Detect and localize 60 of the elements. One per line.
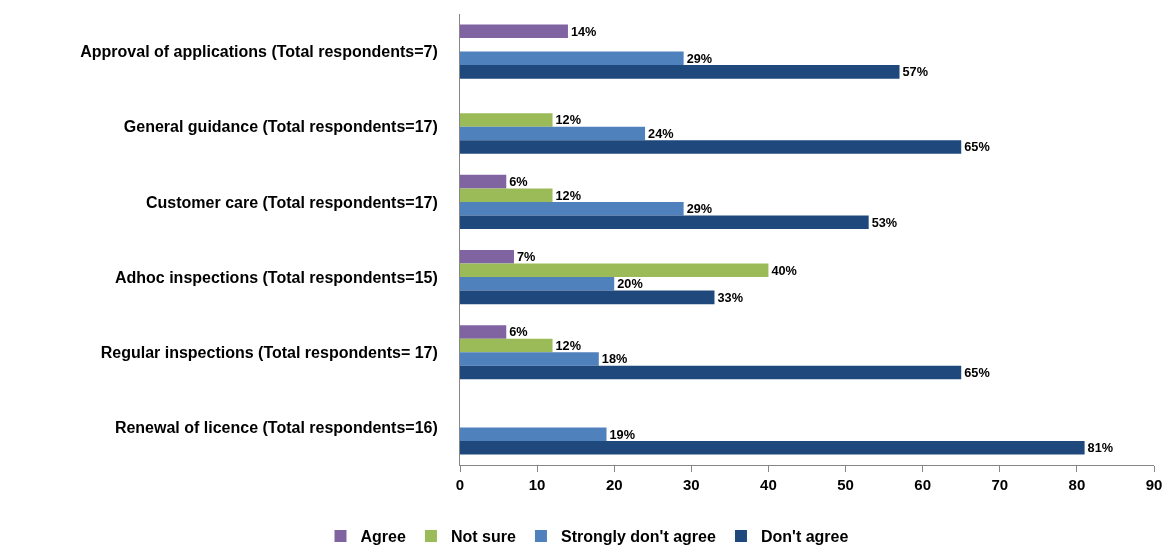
data-label: 20% bbox=[617, 276, 643, 292]
data-label: 29% bbox=[686, 50, 713, 66]
y-tick-label: Customer care (Total respondents=17) bbox=[146, 193, 438, 211]
legend-label: Not sure bbox=[450, 528, 516, 546]
bar bbox=[460, 427, 607, 441]
y-tick-label: Approval of applications (Total respondents=7) bbox=[80, 43, 438, 61]
bar bbox=[460, 365, 962, 380]
data-label: 29% bbox=[686, 201, 713, 217]
bar bbox=[460, 215, 869, 229]
data-label: 33% bbox=[717, 289, 743, 305]
bar bbox=[460, 250, 514, 264]
bar bbox=[460, 65, 900, 79]
data-label: 18% bbox=[601, 351, 628, 367]
data-label: 12% bbox=[555, 337, 582, 353]
legend-label: Agree bbox=[360, 528, 406, 546]
x-tick-label: 10 bbox=[528, 476, 546, 493]
bar bbox=[460, 140, 962, 154]
y-tick-label: General guidance (Total respondents=17) bbox=[123, 118, 438, 136]
data-label: 6% bbox=[509, 324, 528, 340]
x-tick-label: 0 bbox=[455, 476, 465, 493]
data-label: 7% bbox=[516, 249, 536, 265]
data-label: 6% bbox=[509, 174, 528, 189]
x-tick-label: 30 bbox=[682, 476, 700, 493]
y-tick-label: Regular inspections (Total respondents= 17) bbox=[100, 343, 438, 361]
legend-label: Don't agree bbox=[760, 528, 849, 546]
bar bbox=[460, 277, 615, 291]
legend-label: Strongly don't agree bbox=[560, 528, 716, 546]
data-label: 81% bbox=[1087, 440, 1114, 456]
x-tick-label: 80 bbox=[1068, 476, 1086, 493]
data-label: 40% bbox=[771, 262, 797, 278]
data-label: 53% bbox=[871, 214, 898, 230]
data-label: 65% bbox=[964, 364, 990, 380]
data-label: 14% bbox=[570, 23, 597, 39]
bar bbox=[460, 290, 715, 305]
data-label: 19% bbox=[609, 426, 635, 442]
bar bbox=[460, 113, 553, 127]
bar bbox=[460, 24, 568, 39]
x-tick-label: 60 bbox=[914, 476, 932, 493]
bar bbox=[460, 263, 769, 278]
y-tick-label: Renewal of licence (Total respondents=16) bbox=[114, 419, 438, 437]
bar bbox=[460, 352, 599, 366]
y-tick-label: Adhoc inspections (Total respondents=15) bbox=[114, 268, 438, 286]
bar bbox=[460, 440, 1085, 455]
data-label: 24% bbox=[648, 125, 674, 141]
bar bbox=[460, 338, 553, 353]
bar bbox=[460, 188, 553, 202]
bar bbox=[460, 174, 507, 189]
x-tick-label: 70 bbox=[991, 476, 1009, 493]
bar bbox=[460, 201, 684, 216]
data-label: 65% bbox=[964, 139, 990, 155]
bar bbox=[460, 51, 684, 66]
x-tick-label: 20 bbox=[605, 476, 623, 493]
bar bbox=[460, 126, 646, 141]
data-label: 57% bbox=[902, 64, 929, 80]
x-tick-label: 40 bbox=[760, 476, 777, 493]
data-label: 12% bbox=[555, 187, 582, 203]
bar bbox=[460, 325, 507, 339]
data-label: 12% bbox=[555, 112, 582, 128]
x-tick-label: 90 bbox=[1145, 476, 1163, 493]
x-tick-label: 50 bbox=[837, 476, 854, 493]
